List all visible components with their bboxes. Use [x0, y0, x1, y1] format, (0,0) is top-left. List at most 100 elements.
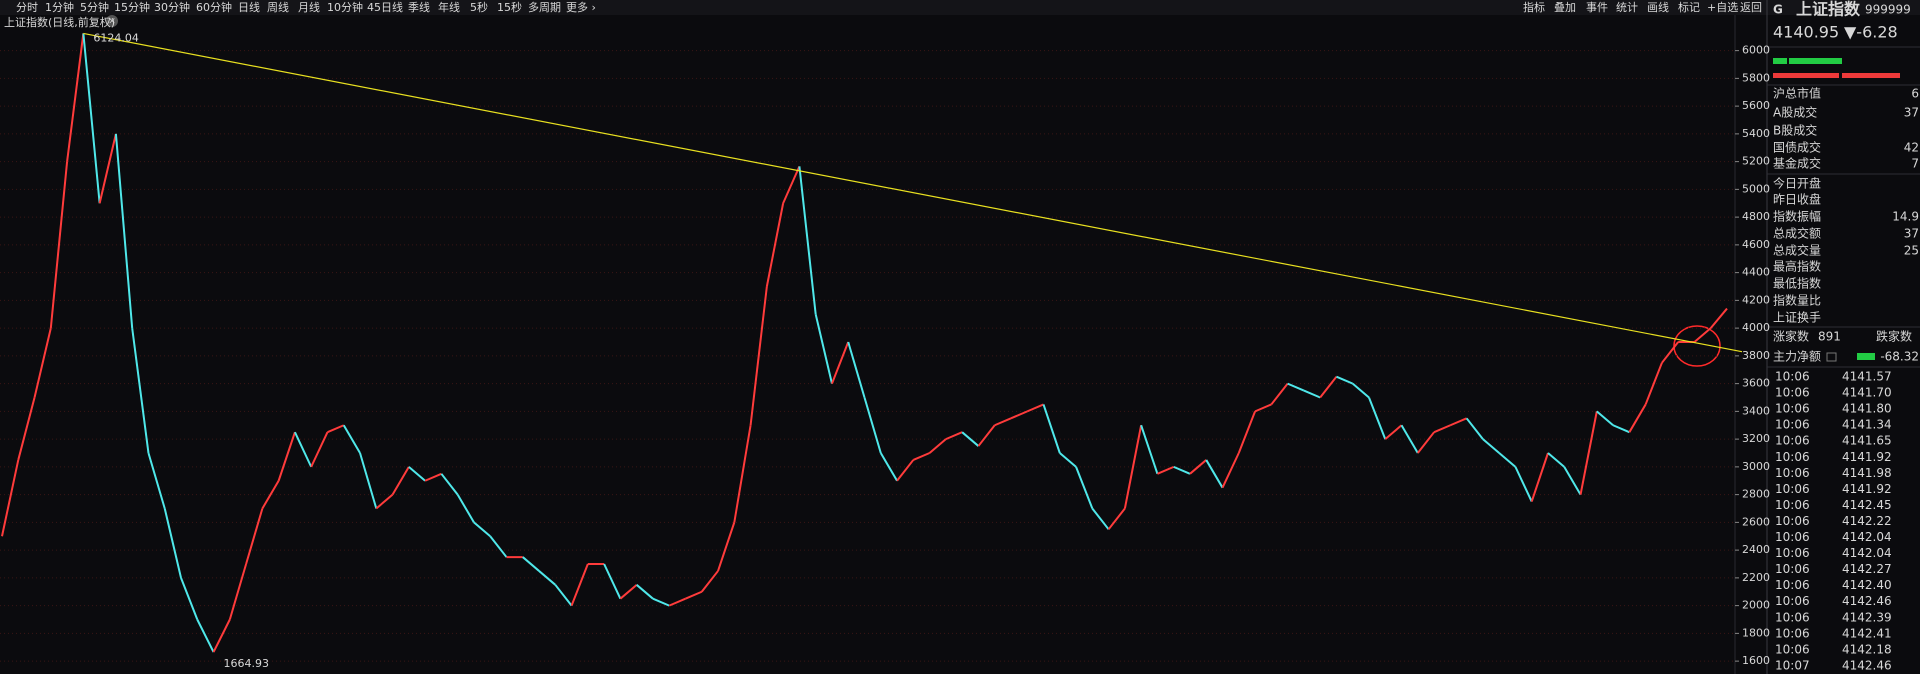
- y-tick-label: 3800: [1742, 349, 1770, 362]
- period-button[interactable]: 10分钟: [327, 0, 363, 14]
- price-segment: [1563, 466, 1582, 496]
- y-tick-label: 2800: [1742, 488, 1770, 501]
- period-button[interactable]: 45日线: [367, 0, 403, 14]
- stat-label: 昨日收盘: [1773, 192, 1821, 207]
- quote-change: ▼-6.28: [1844, 23, 1898, 42]
- price-segment: [98, 133, 117, 204]
- breadth-up: 891: [1818, 330, 1841, 344]
- period-button[interactable]: 分时: [16, 1, 38, 14]
- close-icon[interactable]: [106, 15, 118, 27]
- price-segment: [1010, 410, 1028, 420]
- price-segment: [1530, 452, 1549, 502]
- price-segment: [945, 431, 963, 441]
- price-segment: [1123, 425, 1143, 509]
- stat-value: 25: [1904, 244, 1919, 258]
- price-segment: [1465, 417, 1484, 440]
- y-tick-label: 3000: [1742, 460, 1770, 473]
- period-button[interactable]: 季线: [408, 0, 430, 14]
- price-segment: [228, 563, 248, 620]
- flow-label: 主力净额: [1773, 350, 1821, 364]
- trendline: [83, 32, 1743, 353]
- price-segment: [408, 466, 426, 482]
- period-button[interactable]: 周线: [267, 0, 289, 14]
- flow-icon[interactable]: [1826, 352, 1837, 362]
- quote-marker: G: [1773, 3, 1783, 17]
- price-segment: [994, 417, 1012, 427]
- price-segment: [1336, 375, 1354, 385]
- quote-price: 4140.95: [1773, 23, 1839, 42]
- y-tick-label: 4800: [1742, 210, 1770, 223]
- tool-button[interactable]: 叠加: [1554, 1, 1576, 14]
- tick-time: 10:06: [1775, 626, 1810, 640]
- period-button[interactable]: 月线: [298, 0, 320, 14]
- price-segment: [1059, 452, 1077, 468]
- price-segment: [619, 584, 638, 600]
- stat-label: 国债成交: [1773, 140, 1821, 155]
- period-button[interactable]: 30分钟: [154, 0, 190, 14]
- stat-label: 上证换手: [1773, 311, 1821, 325]
- price-segment: [928, 438, 947, 454]
- price-segment: [1644, 362, 1663, 405]
- tick-price: 4141.80: [1842, 402, 1892, 416]
- price-segment: [652, 597, 670, 607]
- price-segment: [1352, 382, 1370, 399]
- tick-time: 10:07: [1775, 658, 1810, 672]
- period-button[interactable]: 5分钟: [80, 0, 109, 14]
- price-segment: [1482, 438, 1500, 454]
- breadth-down-label: 跌家数: [1876, 329, 1912, 344]
- price-segment: [912, 452, 930, 461]
- price-segment: [1368, 397, 1387, 440]
- period-button[interactable]: 1分钟: [45, 0, 74, 14]
- stat-label: 最低指数: [1773, 276, 1821, 291]
- stat-label: 指数振幅: [1773, 209, 1821, 224]
- period-button[interactable]: 15分钟: [114, 0, 150, 14]
- price-segment: [294, 431, 313, 468]
- price-segment: [798, 166, 817, 315]
- period-button[interactable]: 年线: [438, 0, 460, 14]
- tool-button[interactable]: 返回: [1740, 1, 1762, 14]
- price-segment: [831, 341, 850, 384]
- price-segment: [1287, 382, 1305, 392]
- price-segment: [456, 494, 475, 523]
- price-segment: [1254, 403, 1272, 413]
- price-segment: [765, 203, 785, 287]
- tool-button[interactable]: 指标: [1523, 0, 1545, 14]
- stat-label: 今日开盘: [1773, 176, 1821, 191]
- y-tick-label: 4600: [1742, 238, 1770, 251]
- period-button[interactable]: 15秒: [497, 0, 522, 14]
- price-segment: [636, 584, 654, 600]
- price-segment: [1709, 307, 1728, 329]
- stat-value: 37: [1904, 106, 1919, 120]
- period-button[interactable]: 日线: [238, 0, 260, 14]
- y-tick-label: 5200: [1742, 155, 1770, 168]
- stat-label: A股成交: [1773, 105, 1817, 120]
- price-segment: [49, 161, 69, 329]
- period-button[interactable]: 60分钟: [196, 0, 232, 14]
- tick-time: 10:06: [1775, 594, 1810, 608]
- price-segment: [1579, 411, 1598, 495]
- period-button[interactable]: 多周期: [528, 0, 561, 14]
- quote-name: 上证指数: [1796, 0, 1861, 19]
- tool-button[interactable]: 事件: [1586, 1, 1608, 14]
- tool-button[interactable]: +自选: [1707, 1, 1738, 14]
- price-segment: [1173, 465, 1191, 475]
- period-button[interactable]: 5秒: [470, 0, 488, 14]
- tool-button[interactable]: 标记: [1678, 0, 1700, 14]
- tick-time: 10:06: [1775, 386, 1810, 400]
- y-tick-label: 4200: [1742, 293, 1770, 306]
- tick-price: 4142.45: [1842, 498, 1892, 512]
- price-segment: [131, 327, 150, 454]
- price-segment: [847, 341, 866, 398]
- price-segment: [522, 556, 540, 572]
- tool-button[interactable]: 画线: [1647, 0, 1669, 14]
- price-segment: [196, 619, 215, 653]
- price-segment: [114, 133, 134, 329]
- tick-price: 4142.22: [1842, 514, 1892, 528]
- stat-value: 7: [1911, 157, 1919, 171]
- price-segment: [1221, 452, 1240, 489]
- period-button[interactable]: 更多 ›: [566, 0, 596, 14]
- y-tick-label: 2600: [1742, 515, 1770, 528]
- price-segment: [700, 570, 719, 593]
- tool-button[interactable]: 统计: [1616, 1, 1638, 14]
